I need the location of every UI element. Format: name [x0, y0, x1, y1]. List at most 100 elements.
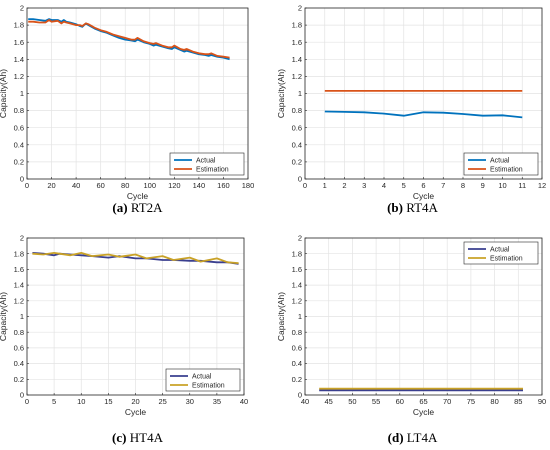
y-tick-label-b-3: 0.6 — [292, 123, 302, 132]
y-tick-label-c-8: 1.6 — [14, 265, 24, 274]
y-tick-label-d-0: 0 — [298, 391, 302, 400]
legend-label-c-actual: Actual — [192, 374, 212, 381]
y-tick-label-a-8: 1.6 — [14, 38, 24, 47]
x-tick-label-d-4: 60 — [396, 397, 404, 406]
series-line-a-actual — [28, 18, 230, 61]
plot-frame-b — [304, 7, 543, 180]
x-tick-label-a-0: 0 — [25, 181, 29, 190]
x-axis-label-a: Cycle — [127, 191, 149, 201]
y-tick-label-c-6: 1.2 — [14, 296, 24, 305]
chart-a: 0 20 40 60 80 100 120 140 160 180 0 0.2 0.4 0.6 0.8 1 1.… — [0, 4, 254, 201]
legend-label-a-estimation: Estimation — [196, 167, 229, 174]
x-tick-label-d-10: 90 — [538, 397, 546, 406]
x-tick-label-c-5: 25 — [158, 397, 166, 406]
x-tick-label-a-8: 160 — [217, 181, 230, 190]
y-axis-label-c: Capacity(Ah) — [0, 292, 8, 341]
y-axis-label-b: Capacity(Ah) — [276, 69, 286, 118]
y-tick-label-a-2: 0.4 — [14, 140, 24, 149]
plot-frame-a — [26, 7, 249, 180]
x-tick-label-d-3: 55 — [372, 397, 380, 406]
legend-c: Actual Estimation — [165, 368, 241, 392]
x-tick-label-c-2: 10 — [77, 397, 85, 406]
y-tick-label-c-4: 0.8 — [14, 328, 24, 337]
x-tick-label-d-8: 80 — [490, 397, 498, 406]
legend-label-d-actual: Actual — [490, 247, 510, 254]
x-tick-label-b-2: 2 — [342, 181, 346, 190]
chart-c: 0 5 10 15 20 25 30 35 40 0 0.2 0.4 0.6 0.8 1 1.2 1.4 1.6 1… — [0, 234, 248, 417]
caption-c: (c) HT4A — [0, 430, 275, 446]
caption-a-letter: (a) — [112, 200, 128, 215]
y-tick-label-c-10: 2 — [20, 234, 24, 243]
x-tick-label-d-6: 70 — [443, 397, 451, 406]
y-tick-label-c-3: 0.6 — [14, 344, 24, 353]
legend-label-b-actual: Actual — [490, 158, 510, 165]
series-line-a-estimation — [28, 19, 230, 59]
plot-frame-c — [26, 237, 245, 396]
x-tick-label-a-5: 100 — [144, 181, 157, 190]
x-tick-label-c-0: 0 — [25, 397, 29, 406]
caption-d: (d) LT4A — [275, 430, 550, 446]
y-axis-label-a: Capacity(Ah) — [0, 69, 8, 118]
x-tick-label-a-9: 180 — [242, 181, 255, 190]
x-tick-label-a-7: 140 — [193, 181, 206, 190]
x-tick-label-b-9: 9 — [481, 181, 485, 190]
x-axis-label-b: Cycle — [413, 191, 435, 201]
x-tick-label-b-5: 5 — [402, 181, 406, 190]
x-tick-label-c-1: 5 — [52, 397, 56, 406]
y-tick-label-c-7: 1.4 — [14, 281, 24, 290]
y-axis-label-d: Capacity(Ah) — [276, 292, 286, 341]
x-tick-label-b-11: 11 — [518, 181, 526, 190]
y-tick-label-a-1: 0.2 — [14, 158, 24, 167]
x-tick-label-b-7: 7 — [441, 181, 445, 190]
x-tick-label-d-0: 40 — [301, 397, 309, 406]
y-tick-label-d-1: 0.2 — [292, 375, 302, 384]
y-tick-label-b-1: 0.2 — [292, 158, 302, 167]
y-tick-label-b-2: 0.4 — [292, 140, 302, 149]
y-tick-label-d-4: 0.8 — [292, 328, 302, 337]
x-tick-label-b-6: 6 — [421, 181, 425, 190]
series-line-c-estimation — [32, 251, 239, 264]
chart-b: 0 1 2 3 4 5 6 7 8 9 10 11 1200.20.40.60.811.21.41.61… — [276, 4, 546, 201]
y-tick-label-c-5: 1 — [20, 312, 24, 321]
y-tick-label-b-6: 1.2 — [292, 72, 302, 81]
plot-frame-d — [304, 237, 543, 396]
legend-label-a-actual: Actual — [196, 158, 216, 165]
y-tick-label-c-0: 0 — [20, 391, 24, 400]
y-tick-label-a-9: 1.8 — [14, 21, 24, 30]
x-tick-label-a-1: 20 — [47, 181, 55, 190]
legend-d: Actual Estimation — [463, 241, 539, 265]
y-tick-label-b-9: 1.8 — [292, 21, 302, 30]
y-tick-label-d-3: 0.6 — [292, 344, 302, 353]
y-tick-label-a-6: 1.2 — [14, 72, 24, 81]
y-tick-label-d-9: 1.8 — [292, 249, 302, 258]
chart-d: 40 45 50 55 60 65 70 75 80 85 90 0 0.2 0.4 0.6 0.8 1 1.2 1… — [276, 234, 546, 417]
x-tick-label-b-8: 8 — [461, 181, 465, 190]
x-tick-label-c-3: 15 — [104, 397, 112, 406]
y-tick-label-a-5: 1 — [20, 89, 24, 98]
x-tick-label-d-7: 75 — [467, 397, 475, 406]
y-tick-label-b-10: 2 — [298, 4, 302, 13]
legend-label-d-estimation: Estimation — [490, 256, 523, 263]
x-tick-label-d-9: 85 — [514, 397, 522, 406]
caption-c-name: HT4A — [129, 430, 163, 445]
y-tick-label-a-3: 0.6 — [14, 123, 24, 132]
x-tick-label-b-0: 0 — [303, 181, 307, 190]
legend-label-c-estimation: Estimation — [192, 383, 225, 390]
caption-a-name: RT2A — [130, 200, 163, 215]
x-tick-label-d-1: 45 — [325, 397, 333, 406]
y-tick-label-b-8: 1.6 — [292, 38, 302, 47]
y-tick-label-b-4: 0.8 — [292, 106, 302, 115]
y-tick-label-a-4: 0.8 — [14, 106, 24, 115]
x-tick-label-c-4: 20 — [131, 397, 139, 406]
x-tick-label-a-3: 60 — [96, 181, 104, 190]
y-tick-label-a-10: 2 — [20, 4, 24, 13]
legend-b: Actual Estimation — [463, 152, 539, 176]
y-tick-label-c-1: 0.2 — [14, 375, 24, 384]
y-tick-label-a-7: 1.4 — [14, 55, 24, 64]
caption-d-letter: (d) — [387, 430, 404, 445]
caption-b-letter: (b) — [387, 200, 403, 215]
caption-d-name: LT4A — [406, 430, 438, 445]
y-tick-label-d-8: 1.6 — [292, 265, 302, 274]
x-tick-label-c-6: 30 — [186, 397, 194, 406]
